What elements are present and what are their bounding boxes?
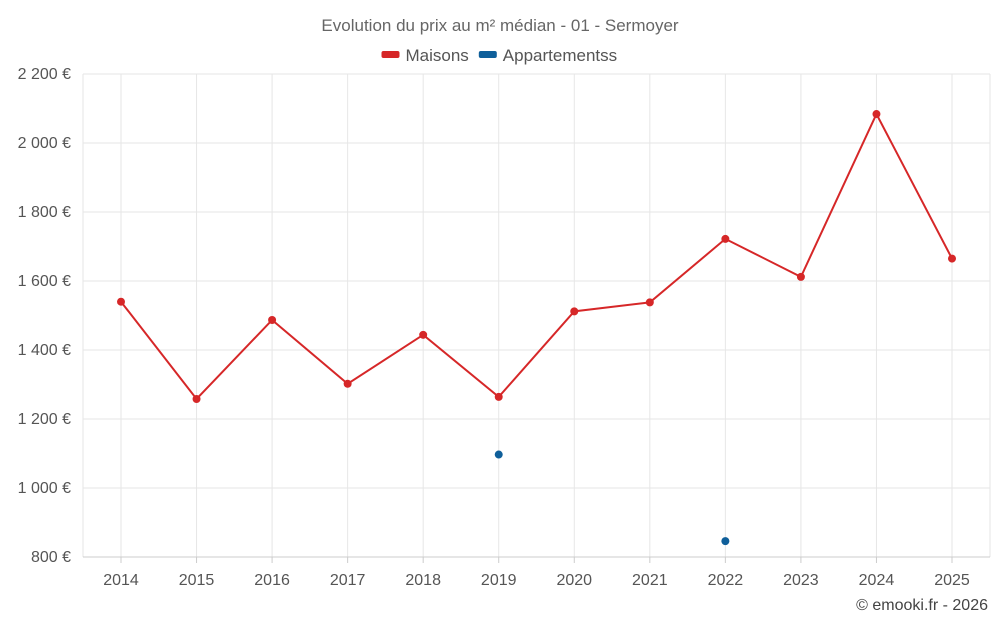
y-tick-label: 1 200 € [18, 411, 71, 428]
series-0 [117, 110, 956, 403]
legend-item-appartements[interactable]: Appartementss [478, 46, 617, 65]
y-tick-label: 800 € [31, 549, 71, 566]
data-point[interactable] [494, 450, 503, 459]
x-tick-label: 2020 [556, 572, 592, 589]
y-tick-label: 2 000 € [18, 135, 71, 152]
x-tick-label: 2021 [632, 572, 668, 589]
data-point[interactable] [721, 234, 730, 243]
x-tick-label: 2024 [859, 572, 895, 589]
data-point[interactable] [948, 254, 956, 263]
data-point[interactable] [872, 110, 881, 119]
y-tick-label: 1 800 € [18, 204, 71, 221]
data-point[interactable] [117, 297, 125, 306]
data-point[interactable] [494, 392, 503, 401]
y-tick-label: 1 000 € [18, 480, 71, 497]
legend[interactable]: Maisons Appartementss [381, 46, 618, 65]
legend-item-maisons[interactable]: Maisons [381, 46, 469, 65]
x-tick-label: 2016 [254, 572, 290, 589]
data-point[interactable] [419, 330, 428, 339]
data-point[interactable] [645, 298, 654, 307]
legend-swatch [478, 51, 497, 58]
y-tick-label: 1 400 € [18, 342, 71, 359]
data-point[interactable] [268, 315, 277, 324]
data-point[interactable] [721, 537, 730, 546]
series-line [120, 111, 953, 401]
data-point[interactable] [192, 394, 201, 403]
data-point[interactable] [570, 307, 579, 316]
credit-text: © emooki.fr - 2026 [856, 597, 988, 614]
data-point[interactable] [796, 272, 805, 281]
axes: 800 € 1 000 € 1 200 € 1 400 € 1 600 € 1 800 €… [18, 66, 990, 589]
x-tick-label: 2022 [708, 572, 744, 589]
legend-label: Maisons [406, 46, 469, 65]
x-tick-label: 2018 [405, 572, 441, 589]
chart-title: Evolution du prix au m² médian - 01 - Se… [321, 16, 678, 35]
x-tick-label: 2025 [934, 572, 970, 589]
series [117, 110, 956, 546]
legend-label: Appartementss [503, 46, 617, 65]
x-tick-label: 2014 [103, 572, 139, 589]
y-tick-label: 2 200 € [18, 66, 71, 83]
x-tick-label: 2017 [330, 572, 366, 589]
x-tick-label: 2019 [481, 572, 517, 589]
data-point[interactable] [343, 379, 352, 388]
y-tick-label: 1 600 € [18, 273, 71, 290]
grid [82, 73, 991, 557]
x-tick-label: 2015 [179, 572, 215, 589]
x-tick-label: 2023 [783, 572, 819, 589]
series-1 [494, 450, 730, 546]
legend-swatch [381, 51, 400, 58]
